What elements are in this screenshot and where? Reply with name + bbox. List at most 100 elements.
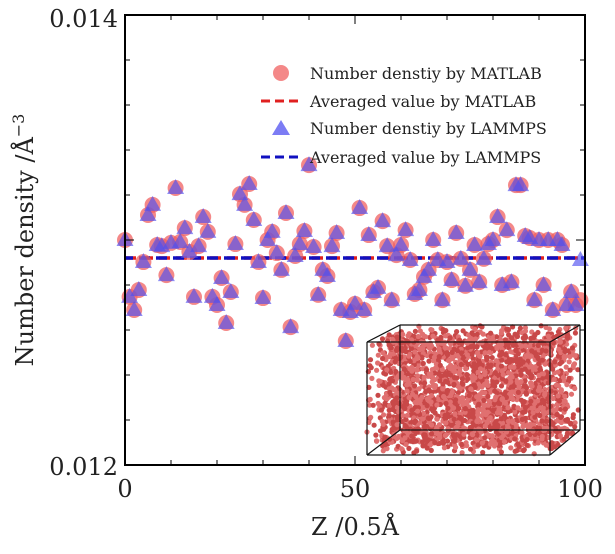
lammps-point	[401, 251, 419, 267]
atom	[454, 329, 460, 335]
atom	[430, 333, 436, 339]
atom	[472, 375, 478, 381]
atom	[515, 351, 521, 357]
atom	[450, 431, 456, 438]
lammps-point	[475, 249, 493, 265]
lammps-point	[134, 253, 152, 269]
atom	[527, 421, 534, 427]
atom	[476, 401, 482, 407]
atom	[487, 415, 493, 421]
atom	[480, 449, 486, 456]
atom	[572, 420, 578, 426]
atom	[380, 421, 386, 427]
atom	[421, 432, 427, 438]
lammps-point	[213, 269, 231, 285]
atom	[426, 358, 432, 364]
atom	[527, 344, 533, 350]
atom	[417, 328, 423, 334]
atom	[539, 357, 546, 363]
atom	[420, 360, 426, 367]
atom	[381, 370, 387, 376]
atom	[528, 375, 534, 381]
atom	[421, 374, 427, 380]
atom	[522, 405, 529, 411]
atom	[556, 398, 563, 404]
atom	[394, 435, 400, 441]
box-edge	[549, 324, 581, 343]
atom	[532, 414, 538, 420]
atom	[484, 379, 490, 385]
atom	[464, 372, 470, 378]
atom	[458, 416, 464, 422]
atom	[451, 416, 457, 422]
atom	[380, 382, 386, 388]
atom	[382, 442, 388, 448]
lammps-point	[295, 222, 313, 237]
atom	[520, 424, 526, 430]
lammps-point	[397, 221, 415, 237]
lammps-point	[562, 282, 580, 298]
lammps-point	[231, 185, 249, 201]
atom	[567, 367, 573, 373]
atom	[486, 349, 492, 355]
atom	[569, 345, 576, 351]
lammps-point	[328, 224, 346, 240]
atom	[504, 326, 510, 332]
lammps-point	[139, 206, 157, 222]
atom	[491, 401, 497, 407]
atom	[548, 362, 554, 368]
box-edge	[366, 324, 401, 343]
atom	[472, 326, 478, 332]
atom	[536, 360, 542, 367]
box-edge	[549, 429, 581, 456]
atom	[447, 335, 453, 341]
lammps-point	[544, 300, 562, 316]
atom	[470, 432, 476, 438]
legend: Number denstiy by MATLAB Averaged value …	[261, 64, 547, 167]
lammps-point	[217, 314, 235, 330]
atom	[499, 376, 506, 382]
atom	[536, 377, 542, 383]
atom	[461, 431, 467, 437]
atom	[442, 432, 448, 439]
x-tick-label: 50	[340, 475, 371, 503]
atom	[498, 363, 505, 369]
atom	[542, 410, 549, 416]
atom	[447, 399, 453, 405]
atom	[519, 416, 525, 422]
lammps-point	[236, 195, 254, 211]
atom	[482, 402, 488, 408]
atom	[552, 444, 558, 450]
atom	[530, 410, 536, 416]
atom	[420, 443, 426, 449]
atom	[415, 333, 421, 340]
atom	[487, 441, 494, 447]
lammps-point	[226, 235, 244, 251]
atom	[499, 328, 505, 334]
atom	[420, 439, 426, 445]
atom	[563, 417, 569, 423]
atom	[457, 368, 463, 374]
atom	[503, 400, 509, 406]
atom	[557, 433, 563, 439]
atom	[394, 414, 400, 420]
atom	[443, 400, 449, 407]
atom	[487, 338, 493, 344]
atom	[521, 447, 527, 453]
atom	[468, 338, 474, 344]
atom	[432, 377, 438, 383]
atom	[555, 329, 562, 335]
atom	[564, 382, 570, 388]
atom	[406, 380, 412, 386]
atom	[539, 397, 546, 403]
atom	[499, 396, 505, 402]
lammps-point	[484, 231, 502, 246]
atom	[452, 436, 458, 442]
atom	[562, 406, 569, 412]
atom	[515, 405, 521, 411]
atom	[464, 399, 470, 406]
atom	[437, 362, 443, 368]
atom	[496, 400, 503, 407]
atom	[404, 412, 410, 419]
x-axis-label: Z /0.5Å	[311, 512, 400, 541]
